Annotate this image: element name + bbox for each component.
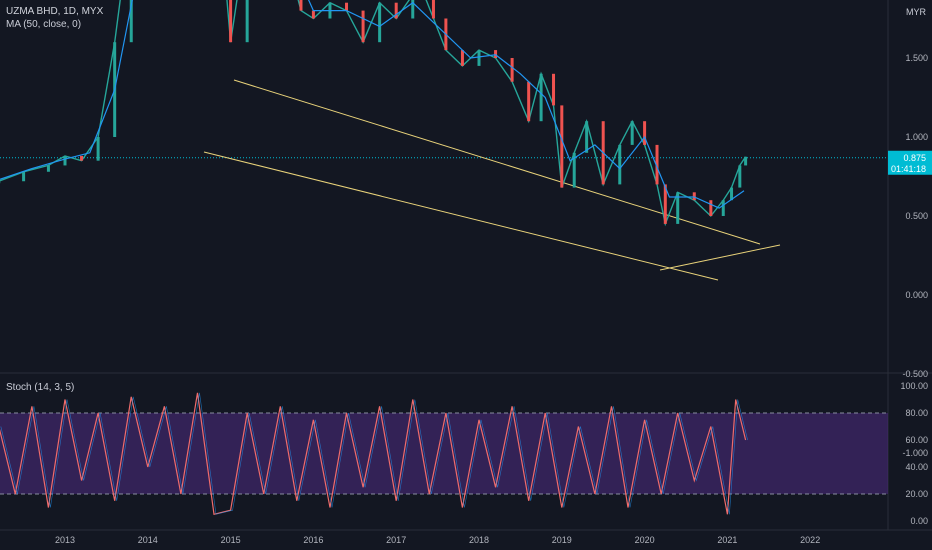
ma-legend: MA (50, close, 0): [6, 19, 82, 30]
price-candle: [361, 10, 365, 43]
support-line: [659, 244, 781, 271]
price-candle: [738, 165, 742, 188]
price-candle: [663, 184, 667, 224]
stoch-tick-label: 40.00: [905, 462, 928, 472]
price-candle: [477, 50, 481, 66]
price-candle: [129, 0, 133, 43]
price-candle: [494, 50, 498, 58]
stoch-band: [0, 413, 888, 494]
stoch-k-line: [0, 392, 748, 515]
price-candle: [431, 0, 435, 19]
time-tick-label: 2016: [303, 535, 323, 545]
price-tick-label: 0.500: [905, 211, 928, 221]
stoch-legend: Stoch (14, 3, 5): [6, 381, 74, 394]
stoch-tick-label: 0.00: [910, 516, 928, 526]
price-candle: [721, 200, 725, 216]
price-candle: [618, 144, 622, 185]
time-tick-label: 2015: [221, 535, 241, 545]
price-candle: [560, 105, 564, 188]
symbol-line: UZMA BHD, 1D, MYX: [6, 6, 104, 17]
stoch-tick-label: 80.00: [905, 408, 928, 418]
price-tick-label: 0.000: [905, 290, 928, 300]
price-candle: [510, 58, 514, 82]
time-tick-label: 2013: [55, 535, 75, 545]
price-candle: [744, 156, 748, 166]
price-candle: [572, 152, 576, 188]
price-candle: [229, 0, 233, 43]
price-candle: [46, 165, 50, 172]
price-candle: [96, 137, 100, 161]
price-candle: [539, 73, 543, 122]
ma-line: [0, 0, 745, 209]
price-candle: [378, 2, 382, 43]
price-candle: [299, 0, 303, 11]
price-candle: [311, 10, 315, 19]
countdown-text: 01:41:18: [891, 164, 926, 174]
price-candle: [552, 73, 556, 106]
price-candle: [643, 121, 647, 145]
price-candle: [655, 144, 659, 185]
price-candle: [527, 81, 531, 122]
last-price-text: 0.875: [903, 153, 926, 163]
price-tick-label: 1.500: [905, 53, 928, 63]
price-candle: [345, 2, 349, 11]
price-tick-label: -0.500: [902, 369, 928, 379]
stoch-tick-label: 100.00: [900, 381, 928, 391]
time-tick-label: 2014: [138, 535, 158, 545]
channel-lower-line: [203, 151, 719, 281]
price-candle: [692, 192, 696, 201]
price-candle: [411, 0, 415, 19]
symbol-legend: UZMA BHD, 1D, MYX MA (50, close, 0): [6, 5, 103, 31]
price-candle: [709, 200, 713, 216]
price-candle: [630, 121, 634, 145]
currency-label: MYR: [906, 7, 926, 17]
price-candle: [676, 192, 680, 224]
price-tick-label: -1.000: [902, 448, 928, 458]
time-tick-label: 2017: [386, 535, 406, 545]
price-candle: [80, 155, 84, 161]
price-candle: [245, 0, 249, 43]
time-tick-label: 2018: [469, 535, 489, 545]
stoch-tick-label: 20.00: [905, 489, 928, 499]
price-candle: [730, 187, 734, 201]
price-candle: [394, 2, 398, 19]
last-price-badge: [888, 150, 932, 175]
time-tick-label: 2019: [552, 535, 572, 545]
stoch-d-line: [0, 392, 747, 516]
stoch-tick-label: 60.00: [905, 435, 928, 445]
price-candle: [460, 50, 464, 66]
price-candle: [585, 121, 589, 153]
channel-upper-line: [233, 79, 761, 245]
price-candle: [63, 155, 67, 166]
time-tick-label: 2021: [717, 535, 737, 545]
time-tick-label: 2020: [635, 535, 655, 545]
time-tick-label: 2022: [800, 535, 820, 545]
price-tick-label: 1.000: [905, 132, 928, 142]
price-candle: [22, 171, 26, 182]
stoch-label: Stoch (14, 3, 5): [6, 382, 75, 393]
